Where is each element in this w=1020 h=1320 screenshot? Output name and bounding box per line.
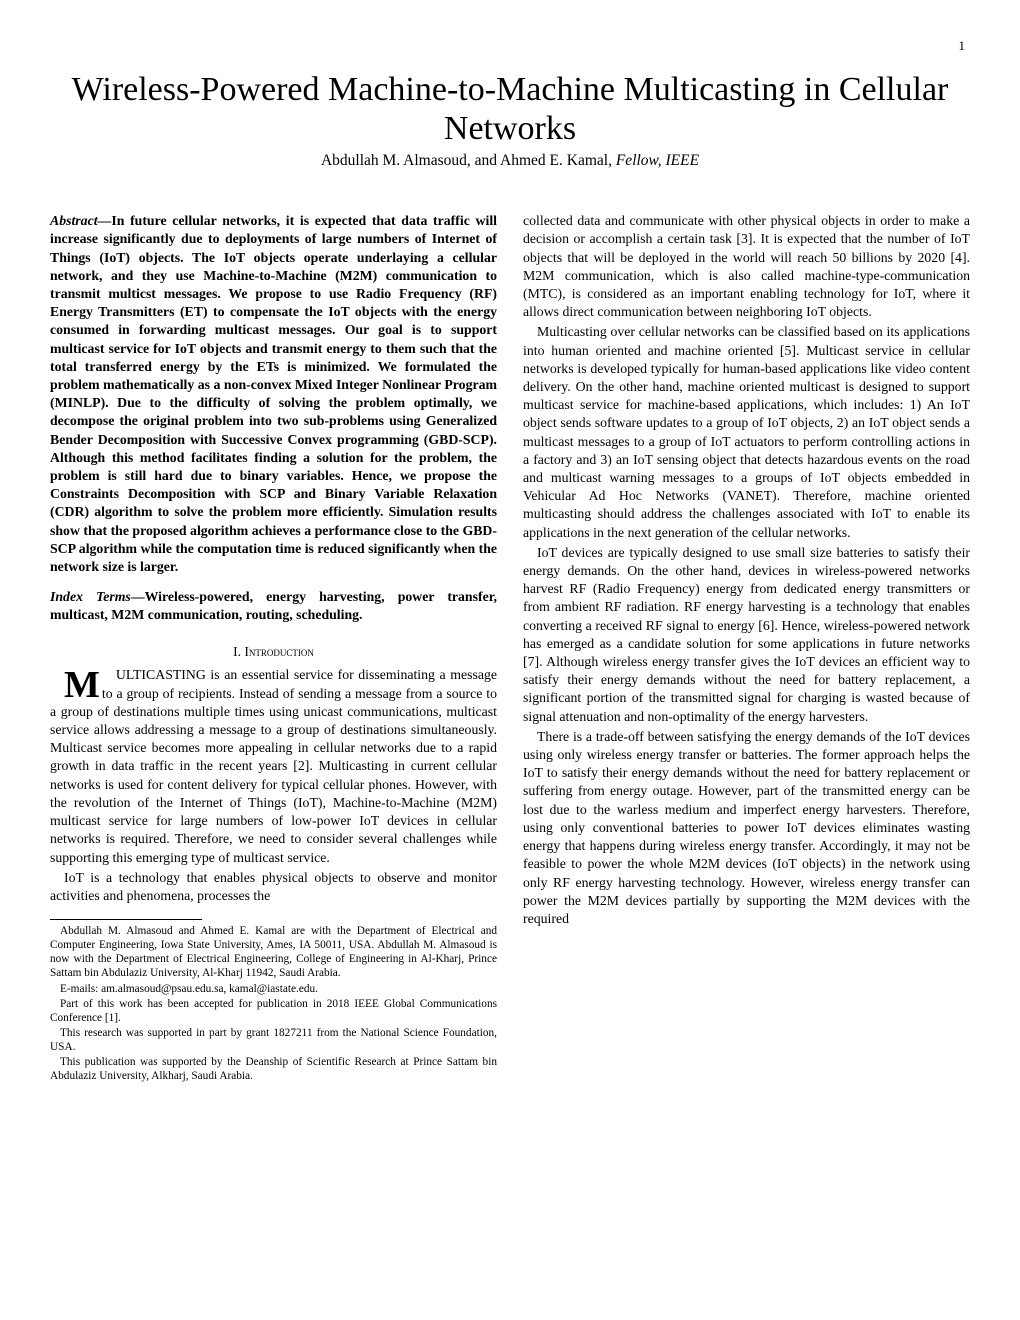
footnote-funding-nsf: This research was supported in part by g… bbox=[50, 1026, 497, 1054]
page-number: 1 bbox=[959, 38, 966, 54]
abstract-block: Abstract—In future cellular networks, it… bbox=[50, 212, 497, 576]
intro-paragraph-1: MULTICASTING is an essential service for… bbox=[50, 666, 497, 866]
authors-names: Abdullah M. Almasoud, and Ahmed E. Kamal… bbox=[321, 152, 616, 169]
col2-paragraph-2: Multicasting over cellular networks can … bbox=[523, 323, 970, 541]
authors-line: Abdullah M. Almasoud, and Ahmed E. Kamal… bbox=[50, 152, 970, 170]
col2-paragraph-1: collected data and communicate with othe… bbox=[523, 212, 970, 321]
col2-paragraph-4: There is a trade-off between satisfying … bbox=[523, 728, 970, 928]
abstract-text: —In future cellular networks, it is expe… bbox=[50, 213, 497, 574]
footnote-prior-pub: Part of this work has been accepted for … bbox=[50, 997, 497, 1025]
index-terms-label: Index Terms bbox=[50, 589, 131, 604]
footnote-rule bbox=[50, 919, 202, 920]
footnote-funding-psau: This publication was supported by the De… bbox=[50, 1055, 497, 1083]
two-column-body: Abstract—In future cellular networks, it… bbox=[50, 212, 970, 1083]
col2-paragraph-3: IoT devices are typically designed to us… bbox=[523, 544, 970, 726]
authors-fellow: Fellow, IEEE bbox=[616, 152, 699, 169]
abstract-label: Abstract bbox=[50, 213, 98, 228]
footnote-affiliation: Abdullah M. Almasoud and Ahmed E. Kamal … bbox=[50, 924, 497, 980]
footnote-block: Abdullah M. Almasoud and Ahmed E. Kamal … bbox=[50, 919, 497, 1083]
footnotes: Abdullah M. Almasoud and Ahmed E. Kamal … bbox=[50, 924, 497, 1083]
section-1-heading: I. Introduction bbox=[50, 643, 497, 661]
footnote-emails: E-mails: am.almasoud@psau.edu.sa, kamal@… bbox=[50, 982, 497, 996]
paper-title: Wireless-Powered Machine-to-Machine Mult… bbox=[50, 70, 970, 148]
index-terms-block: Index Terms—Wireless-powered, energy har… bbox=[50, 588, 497, 624]
intro-paragraph-2: IoT is a technology that enables physica… bbox=[50, 869, 497, 905]
